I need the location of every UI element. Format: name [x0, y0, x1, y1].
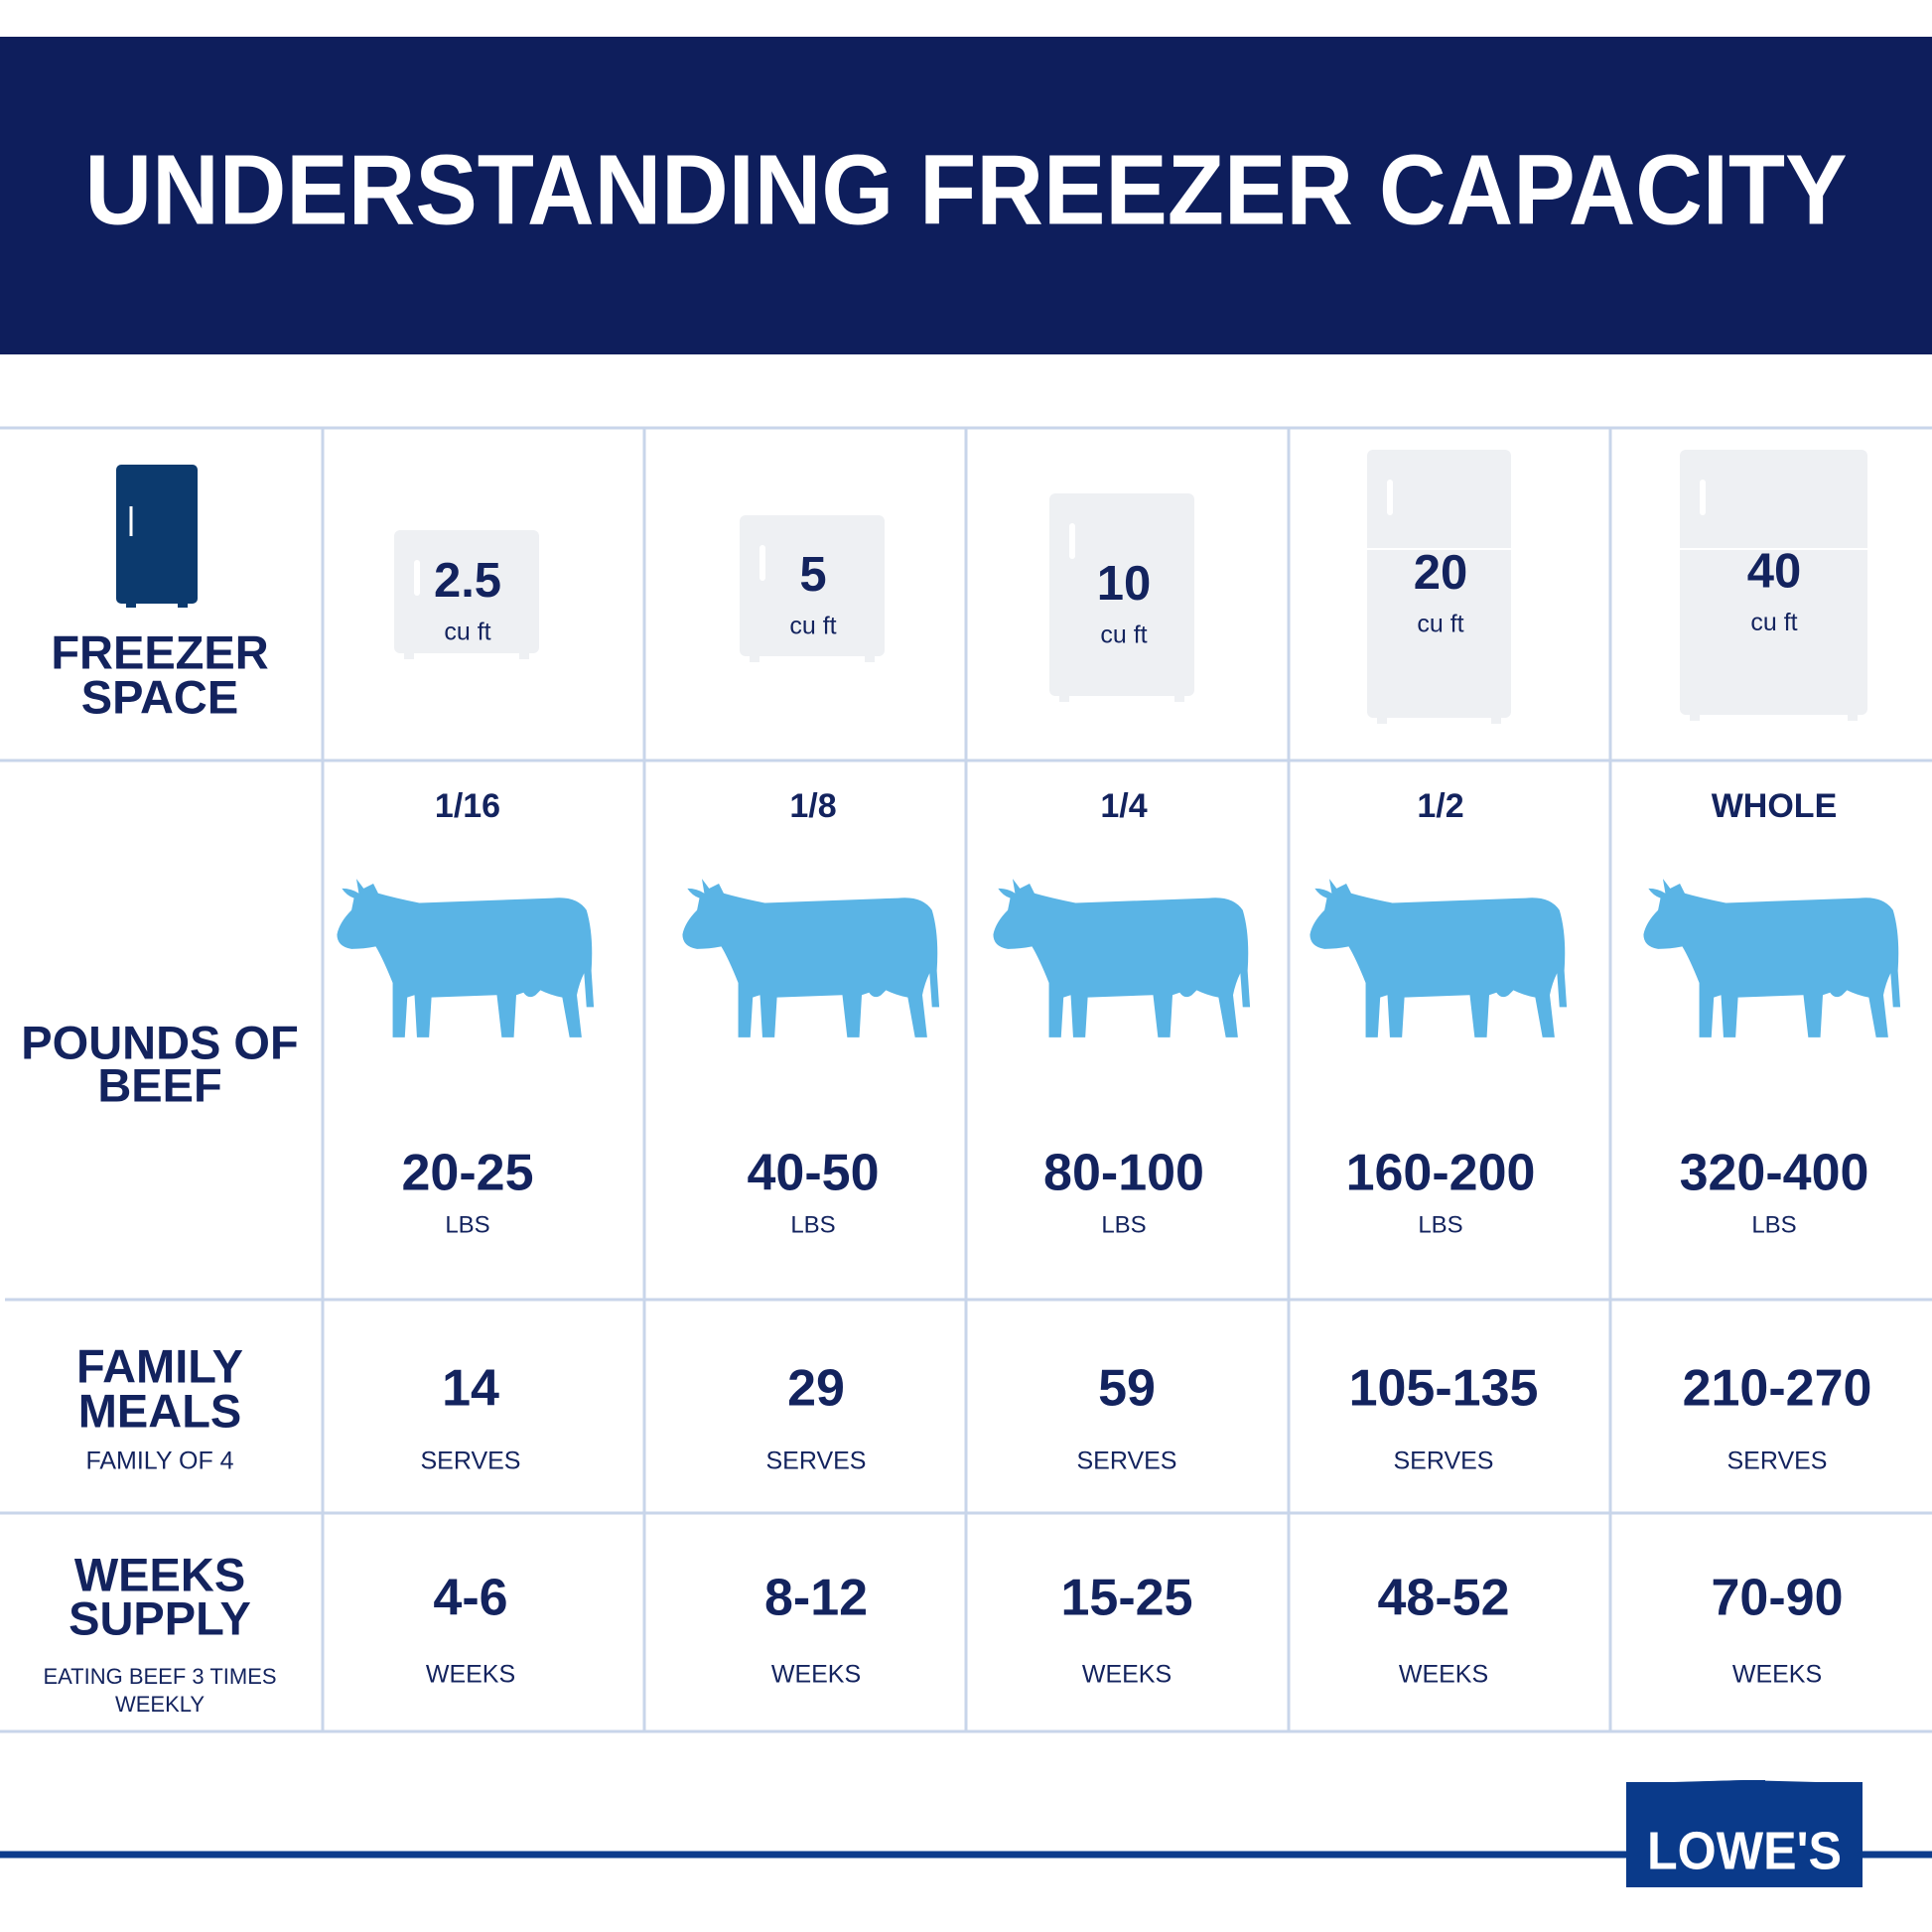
beef-value: 80-100	[1043, 1145, 1204, 1202]
capacity-value: 5	[799, 548, 826, 602]
portion-label: 1/2	[1417, 787, 1463, 825]
beef-value: 20-25	[402, 1145, 534, 1202]
row-label: SPACE	[81, 670, 238, 723]
freezer-body	[1367, 450, 1511, 718]
cow	[993, 879, 1251, 1037]
freezer-handle	[1700, 480, 1706, 515]
table-grid	[0, 426, 1932, 1733]
row-label: FREEZER	[51, 625, 268, 678]
beef-unit: LBS	[1101, 1211, 1146, 1238]
freezer-handle	[1387, 480, 1393, 515]
capacity-value: 40	[1747, 544, 1802, 598]
row-label: POUNDS OF	[21, 1016, 298, 1068]
beef-value: 320-400	[1680, 1145, 1869, 1202]
freezer-outline	[394, 530, 539, 659]
capacity-value: 2.5	[434, 554, 501, 608]
capacity-value: 10	[1097, 557, 1152, 611]
weeks-unit: WEEKS	[771, 1661, 861, 1689]
freezer-outline	[1680, 450, 1867, 721]
weeks-value: 8-12	[764, 1570, 868, 1627]
meals-value: 210-270	[1683, 1360, 1872, 1418]
freezer-foot	[1377, 716, 1387, 724]
portion-label: 1/8	[789, 787, 836, 825]
freezer-outline	[740, 515, 885, 662]
freezer-foot	[404, 651, 414, 659]
meals-unit: SERVES	[766, 1448, 867, 1475]
freezer-foot	[1174, 694, 1184, 702]
beef-unit: LBS	[790, 1211, 835, 1238]
weeks-value: 48-52	[1378, 1570, 1510, 1627]
capacity-unit: cu ft	[1750, 609, 1797, 636]
meals-unit: SERVES	[1394, 1448, 1494, 1475]
freezer-handle	[1069, 523, 1075, 559]
freezer-foot	[1491, 716, 1501, 724]
beef-value: 40-50	[748, 1145, 880, 1202]
freezer-outline	[1049, 493, 1194, 702]
freezer-icon	[116, 465, 198, 608]
header-band	[0, 37, 1932, 354]
beef-unit: LBS	[1751, 1211, 1796, 1238]
cow	[682, 879, 940, 1037]
weeks-unit: WEEKS	[1732, 1661, 1822, 1689]
meals-unit: SERVES	[421, 1448, 521, 1475]
freezer-body	[1049, 493, 1194, 696]
freezer-foot	[750, 654, 759, 662]
cow	[1643, 879, 1901, 1037]
row-label: SUPPLY	[69, 1591, 251, 1644]
capacity-unit: cu ft	[1100, 621, 1147, 649]
freezer-foot	[519, 651, 529, 659]
weeks-unit: WEEKS	[1399, 1661, 1488, 1689]
row-note: WEEKLY	[115, 1692, 205, 1717]
row-label: MEALS	[78, 1384, 242, 1437]
cow	[1310, 879, 1568, 1037]
capacity-unit: cu ft	[1417, 611, 1463, 638]
row-label: WEEKS	[74, 1548, 245, 1600]
logo-text: LOWE'S	[1647, 1821, 1842, 1880]
cow	[337, 879, 595, 1037]
portion-label: 1/4	[1100, 787, 1147, 825]
freezer-foot	[865, 654, 875, 662]
beef-value: 160-200	[1346, 1145, 1536, 1202]
portion-label: WHOLE	[1712, 787, 1838, 825]
weeks-value: 15-25	[1061, 1570, 1193, 1627]
freezer-foot	[1059, 694, 1069, 702]
capacity-unit: cu ft	[444, 619, 490, 646]
meals-unit: SERVES	[1077, 1448, 1177, 1475]
weeks-value: 70-90	[1712, 1570, 1844, 1627]
portion-label: 1/16	[435, 787, 500, 825]
row-note: EATING BEEF 3 TIMES	[43, 1664, 276, 1689]
capacity-unit: cu ft	[789, 613, 836, 640]
row-label: FAMILY	[76, 1339, 243, 1392]
freezer-body	[740, 515, 885, 656]
freezer-body	[394, 530, 539, 653]
weeks-unit: WEEKS	[426, 1661, 515, 1689]
beef-unit: LBS	[445, 1211, 489, 1238]
weeks-unit: WEEKS	[1082, 1661, 1172, 1689]
weeks-value: 4-6	[433, 1570, 507, 1627]
meals-unit: SERVES	[1727, 1448, 1828, 1475]
meals-value: 59	[1098, 1360, 1156, 1418]
beef-unit: LBS	[1418, 1211, 1462, 1238]
freezer-handle	[414, 560, 420, 596]
freezer-handle	[759, 545, 765, 581]
row-label: BEEF	[97, 1058, 221, 1111]
freezer-foot	[1848, 713, 1858, 721]
freezer-foot	[1690, 713, 1700, 721]
row-note: FAMILY OF 4	[85, 1448, 233, 1475]
meals-value: 105-135	[1349, 1360, 1539, 1418]
freezer-body	[1680, 450, 1867, 715]
title: UNDERSTANDING FREEZER CAPACITY	[85, 134, 1848, 245]
meals-value: 29	[787, 1360, 845, 1418]
freezer-outline	[1367, 450, 1511, 724]
meals-value: 14	[442, 1360, 499, 1418]
logo: LOWE'S	[1626, 1780, 1863, 1887]
capacity-value: 20	[1414, 546, 1468, 600]
